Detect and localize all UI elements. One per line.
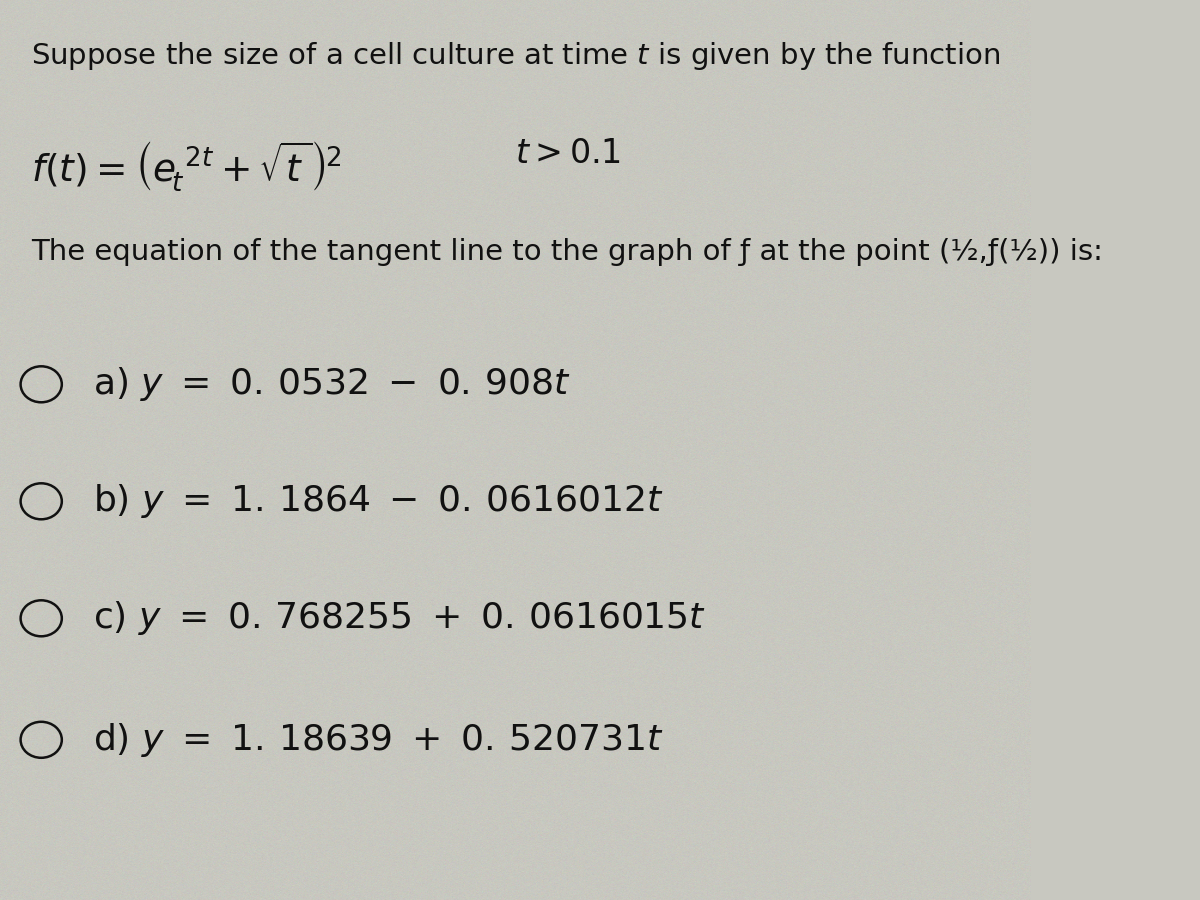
Text: b) $y\ =\ 1.\,1864\ -\ 0.\,0616012t$: b) $y\ =\ 1.\,1864\ -\ 0.\,0616012t$	[92, 482, 664, 520]
Text: $t > 0.1$: $t > 0.1$	[515, 137, 622, 170]
Text: a) $y\ =\ 0.\,0532\ -\ 0.\,908t$: a) $y\ =\ 0.\,0532\ -\ 0.\,908t$	[92, 365, 570, 403]
Text: d) $y\ =\ 1.\,18639\ +\ 0.\,520731t$: d) $y\ =\ 1.\,18639\ +\ 0.\,520731t$	[92, 721, 664, 759]
Text: The equation of the tangent line to the graph of ƒ at the point (½,ƒ(½)) is:: The equation of the tangent line to the …	[31, 238, 1103, 266]
Text: Suppose the size of a cell culture at time $t$ is given by the function: Suppose the size of a cell culture at ti…	[31, 40, 1000, 73]
Text: $f(t) = \left(e_{\!t}^{\;2t} + \sqrt{t\,}\right)^{\!2}$: $f(t) = \left(e_{\!t}^{\;2t} + \sqrt{t\,…	[31, 140, 341, 194]
Text: c) $y\ =\ 0.\,768255\ +\ 0.\,0616015t$: c) $y\ =\ 0.\,768255\ +\ 0.\,0616015t$	[92, 599, 706, 637]
